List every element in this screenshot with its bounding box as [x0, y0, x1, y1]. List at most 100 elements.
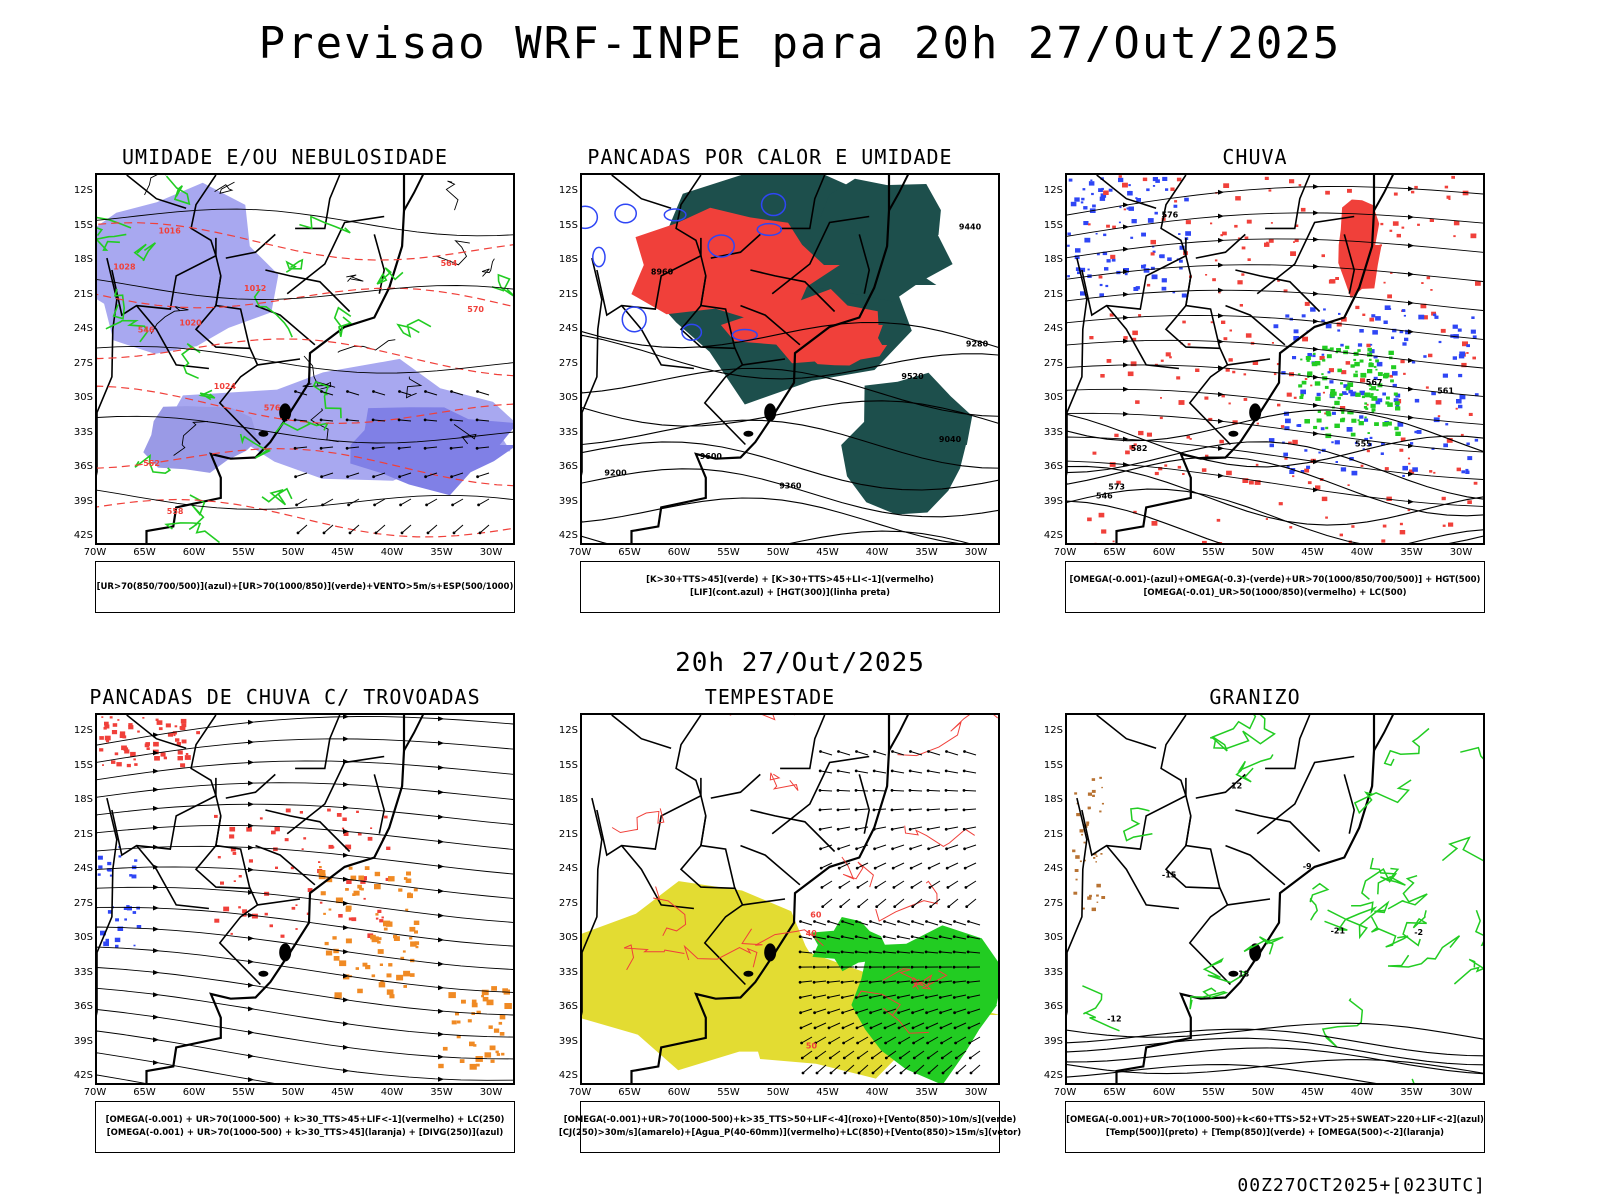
- omega-red: [1164, 214, 1167, 217]
- wind-vector: [856, 826, 869, 830]
- wind-vector-head: [910, 935, 914, 938]
- wind-vector: [913, 1036, 925, 1044]
- omega-green: [1336, 348, 1341, 352]
- wind-vector-head: [882, 965, 886, 969]
- omega-red: [1127, 371, 1134, 377]
- wind-vector-head: [837, 847, 840, 851]
- omega-red: [1345, 361, 1351, 365]
- divergence-blue: [105, 938, 109, 942]
- wind-vector-head: [944, 808, 948, 812]
- omega-blue: [1370, 343, 1373, 346]
- thunder-orange: [493, 1028, 500, 1033]
- omega-red: [1106, 224, 1110, 228]
- omega-blue: [1179, 259, 1183, 263]
- wind-vector-head: [293, 446, 297, 450]
- omega-green: [1363, 406, 1368, 409]
- omega-blue: [1418, 314, 1425, 320]
- wind-vector: [969, 1036, 981, 1044]
- border-line-8: [1096, 715, 1157, 749]
- latitude-label: 27S: [558, 897, 578, 909]
- stream-arrow: [343, 1044, 349, 1050]
- wind-vector: [842, 1022, 855, 1029]
- thunder-red: [328, 844, 334, 849]
- stream-arrow: [438, 789, 444, 795]
- omega-blue: [1185, 231, 1191, 236]
- temp850-contour: [1122, 807, 1153, 842]
- wind-vector: [870, 921, 883, 926]
- thunder-red: [357, 832, 362, 836]
- wind-vector-head: [924, 950, 928, 954]
- wind-vector-head: [944, 827, 948, 831]
- panel-umidade: UMIDADE E/OU NEBULOSIDADE 1012 1016 1020 10…: [55, 145, 515, 635]
- omega500-orange: [1091, 907, 1096, 912]
- omega-red: [1448, 198, 1451, 200]
- border-line-5: [740, 304, 801, 346]
- wind-vector-head: [814, 1041, 817, 1045]
- omega-blue: [1392, 328, 1397, 333]
- lagoa-dos-patos: [279, 943, 292, 962]
- wind-vector-head: [883, 1026, 887, 1030]
- hgt500-contour: [1067, 500, 1483, 543]
- wind-vector-head: [799, 1011, 802, 1015]
- panel-title: TEMPESTADE: [704, 685, 836, 709]
- latitude-label: 21S: [558, 288, 578, 300]
- border-line-6: [742, 358, 786, 366]
- mid-date-label: 20h 27/Out/2025: [675, 648, 925, 678]
- wind-vector-head: [910, 886, 914, 889]
- wind-vector: [912, 980, 925, 983]
- omega-blue: [1318, 451, 1321, 454]
- thunder-red: [345, 844, 352, 850]
- wind-vector: [842, 951, 855, 954]
- contour-label: 576: [264, 404, 281, 413]
- wind-vector-head: [818, 808, 822, 812]
- thunder-red: [109, 716, 113, 719]
- wind-vector-head: [955, 1071, 959, 1075]
- map-svg-trovoadas: [97, 715, 513, 1083]
- wind-vector: [946, 751, 959, 756]
- thunder-orange: [402, 950, 406, 953]
- thunder-orange: [407, 893, 413, 899]
- wind-vector: [828, 1022, 841, 1029]
- temp850-contour: [1309, 882, 1330, 921]
- wind-vector-head: [953, 1026, 957, 1030]
- omega-red: [1335, 277, 1339, 280]
- omega-blue: [1381, 442, 1385, 446]
- longitude-label: 35W: [1400, 547, 1423, 558]
- omega-blue: [1312, 354, 1316, 358]
- wind-vector: [926, 1022, 939, 1029]
- omega-blue: [1368, 443, 1372, 447]
- omega-red: [1473, 481, 1478, 485]
- legend-line: [CJ(250)>30m/s](amarelo)+[Agua_P(40-60mm…: [558, 1128, 1022, 1138]
- wind-vector-head: [820, 886, 824, 889]
- omega-blue: [1343, 384, 1348, 388]
- thunder-orange: [378, 982, 386, 988]
- wind-vector: [909, 808, 923, 811]
- latitude-label: 21S: [1043, 828, 1063, 840]
- omega-red: [1101, 529, 1107, 534]
- wind-vector: [870, 994, 883, 998]
- thunder-orange: [380, 980, 384, 983]
- thunder-red: [214, 814, 218, 818]
- omega-blue: [1382, 392, 1386, 396]
- border-line-4: [295, 715, 341, 770]
- thunder-red: [99, 736, 104, 740]
- border-line-8: [1096, 175, 1157, 209]
- wind-vector: [819, 789, 833, 792]
- wind-vector-head: [827, 1026, 831, 1030]
- hgt300-contour: [582, 468, 998, 518]
- border-line-11: [373, 774, 386, 834]
- wind-vector: [884, 994, 897, 998]
- omega-blue: [1155, 179, 1160, 183]
- omega-red: [1283, 289, 1288, 293]
- omega-red: [1468, 412, 1473, 416]
- border-line-6: [257, 898, 301, 906]
- wind-vector: [874, 770, 887, 774]
- wind-vector: [955, 1036, 967, 1044]
- omega-blue: [1321, 319, 1325, 323]
- omega-red: [1276, 363, 1280, 366]
- wind-vector: [820, 844, 833, 850]
- border-line-6: [257, 358, 301, 366]
- omega-green: [1329, 347, 1334, 351]
- wind-vector-head: [952, 996, 956, 999]
- lif-contour: [614, 203, 638, 224]
